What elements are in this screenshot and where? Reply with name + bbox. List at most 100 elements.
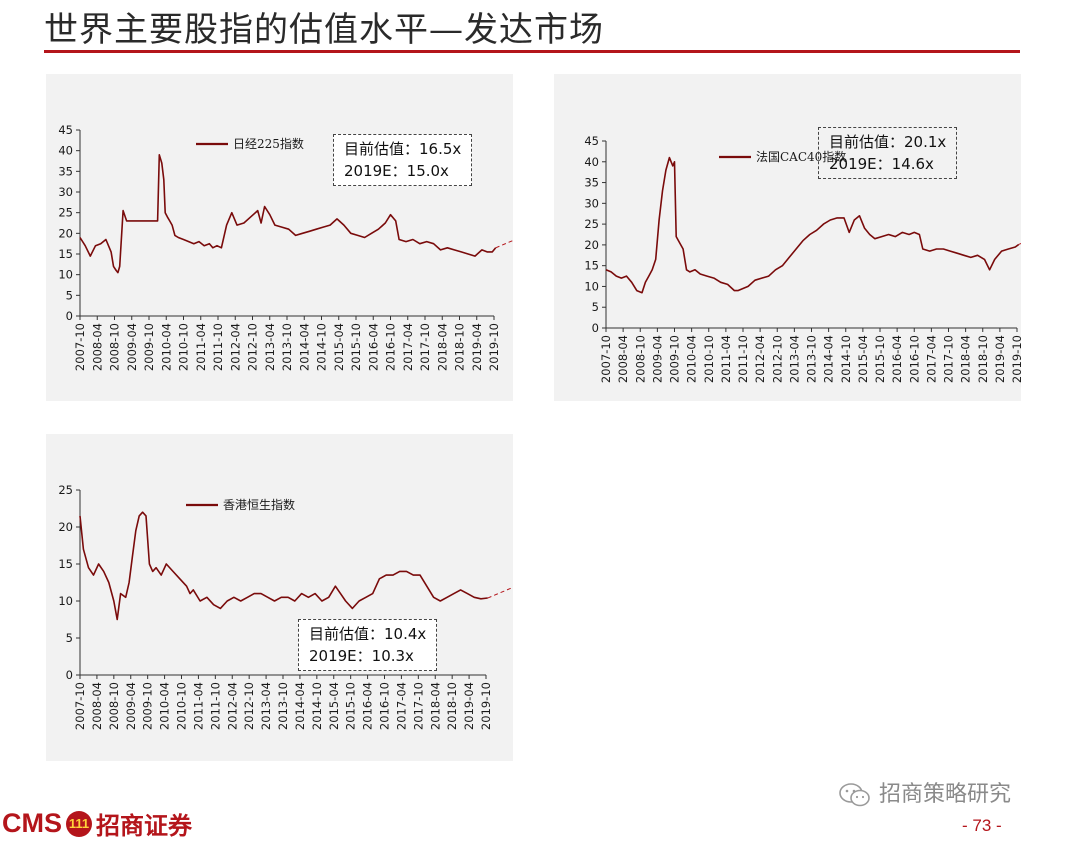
- hangseng-x-tick-label: 2011-04: [191, 682, 205, 730]
- cac40-y-tick-label: 25: [584, 217, 599, 231]
- nikkei-x-tick-label: 2007-10: [73, 323, 87, 371]
- nikkei-x-tick-label: 2019-10: [487, 323, 501, 371]
- nikkei-x-tick-label: 2016-10: [384, 323, 398, 371]
- cac40-legend-label: 法国CAC40指数: [756, 149, 846, 164]
- nikkei-x-tick-label: 2014-10: [315, 323, 329, 371]
- hangseng-x-tick-label: 2008-04: [90, 682, 104, 730]
- logo-cms-text: CMS: [2, 808, 62, 838]
- cac40-x-tick-label: 2012-10: [770, 335, 784, 383]
- cac40-y-tick-label: 20: [584, 238, 599, 252]
- cac40-2019e-valuation: 2019E：14.6x: [829, 155, 934, 173]
- cac40-x-tick-label: 2012-04: [753, 335, 767, 383]
- cac40-chart-panel: 0 5 10 15 20 25 30 35 40 45 2007-10 2008-04 2008-10 2…: [554, 74, 1021, 401]
- nikkei-x-tick-label: 2018-10: [453, 323, 467, 371]
- cac40-x-tick-label: 2016-10: [907, 335, 921, 383]
- hangseng-valuation-box: 目前估值：10.4x 2019E：10.3x: [298, 619, 438, 671]
- nikkei-y-tick-label: 45: [58, 123, 73, 137]
- nikkei-current-valuation: 目前估值：16.5x: [344, 140, 462, 158]
- cac40-x-tick-label: 2010-10: [702, 335, 716, 383]
- nikkei-x-tick-label: 2015-10: [349, 323, 363, 371]
- cac40-x-tick-label: 2009-10: [668, 335, 682, 383]
- hangseng-x-tick-label: 2019-10: [479, 682, 493, 730]
- hangseng-x-tick-label: 2018-10: [445, 682, 459, 730]
- wechat-account-name: 招商策略研究: [879, 782, 1012, 807]
- hangseng-legend-label: 香港恒生指数: [223, 497, 295, 512]
- nikkei-x-tick-label: 2013-10: [280, 323, 294, 371]
- hangseng-x-tick-label: 2018-04: [428, 682, 442, 730]
- nikkei-x-tick-label: 2013-04: [263, 323, 277, 371]
- nikkei-x-tick-label: 2015-04: [332, 323, 346, 371]
- company-logo: CMS 111 招商证券: [2, 806, 192, 841]
- nikkei-x-tick-label: 2009-04: [125, 323, 139, 371]
- cac40-x-tick-label: 2017-04: [924, 335, 938, 383]
- hangseng-y-tick-label: 20: [58, 520, 73, 534]
- hangseng-y-tick-label: 10: [58, 594, 73, 608]
- cac40-current-valuation: 目前估值：20.1x: [829, 133, 947, 151]
- hangseng-series-line: [79, 511, 488, 621]
- nikkei-x-tick-label: 2016-04: [366, 323, 380, 371]
- nikkei-y-tick-label: 25: [58, 206, 73, 220]
- nikkei-valuation-box: 目前估值：16.5x 2019E：15.0x: [333, 134, 473, 186]
- cac40-y-tick-label: 10: [584, 279, 599, 293]
- cac40-x-tick-label: 2015-04: [856, 335, 870, 383]
- hangseng-x-tick-label: 2011-10: [208, 682, 222, 730]
- cac40-forecast-line: [1018, 242, 1021, 245]
- nikkei-x-tick-label: 2012-10: [246, 323, 260, 371]
- hangseng-x-tick-label: 2009-04: [124, 682, 138, 730]
- hangseng-x-tick-label: 2015-04: [327, 682, 341, 730]
- hangseng-x-tick-label: 2008-10: [107, 682, 121, 730]
- cac40-x-tick-label: 2019-10: [1010, 335, 1021, 383]
- nikkei-y-tick-label: 20: [58, 226, 73, 240]
- hangseng-x-tick-label: 2007-10: [73, 682, 87, 730]
- nikkei-y-tick-label: 10: [58, 268, 73, 282]
- nikkei-y-tick-label: 30: [58, 185, 73, 199]
- wechat-watermark: 招商策略研究: [838, 776, 1011, 808]
- hangseng-current-valuation: 目前估值：10.4x: [309, 625, 427, 643]
- nikkei-x-tick-label: 2017-10: [418, 323, 432, 371]
- nikkei-x-tick-label: 2017-04: [401, 323, 415, 371]
- hangseng-2019e-valuation: 2019E：10.3x: [309, 647, 414, 665]
- nikkei-series-line: [79, 154, 497, 274]
- cac40-x-tick-label: 2013-04: [787, 335, 801, 383]
- cac40-x-tick-label: 2011-04: [719, 335, 733, 383]
- cac40-x-tick-label: 2015-10: [873, 335, 887, 383]
- nikkei-y-tick-label: 15: [58, 247, 73, 261]
- hangseng-x-tick-label: 2012-10: [242, 682, 256, 730]
- hangseng-x-tick-label: 2014-10: [310, 682, 324, 730]
- cac40-x-tick-label: 2009-04: [650, 335, 664, 383]
- cac40-x-tick-label: 2008-04: [616, 335, 630, 383]
- cac40-x-tick-label: 2016-04: [890, 335, 904, 383]
- hangseng-x-tick-label: 2016-04: [361, 682, 375, 730]
- nikkei-x-tick-label: 2008-04: [90, 323, 104, 371]
- cac40-y-tick-label: 30: [584, 196, 599, 210]
- hangseng-y-tick-label: 25: [58, 483, 73, 497]
- nikkei-x-tick-label: 2014-04: [297, 323, 311, 371]
- nikkei-y-tick-label: 5: [66, 288, 73, 302]
- nikkei-x-tick-label: 2010-04: [159, 323, 173, 371]
- cac40-x-tick-label: 2019-04: [993, 335, 1007, 383]
- hangseng-x-tick-label: 2017-10: [411, 682, 425, 730]
- nikkei-x-tick-label: 2019-04: [470, 323, 484, 371]
- nikkei-y-tick-label: 0: [66, 309, 73, 323]
- nikkei-x-tick-label: 2010-10: [177, 323, 191, 371]
- hangseng-x-tick-label: 2010-04: [158, 682, 172, 730]
- cac40-y-tick-label: 0: [592, 321, 599, 335]
- hangseng-x-tick-label: 2014-04: [293, 682, 307, 730]
- nikkei-x-tick-label: 2008-10: [108, 323, 122, 371]
- nikkei-x-tick-label: 2009-10: [142, 323, 156, 371]
- cac40-series-line: [605, 156, 1020, 294]
- hangseng-x-tick-label: 2019-04: [462, 682, 476, 730]
- cac40-y-tick-label: 45: [584, 134, 599, 148]
- cac40-x-tick-label: 2014-04: [822, 335, 836, 383]
- logo-company-name: 招商证券: [96, 811, 192, 840]
- cac40-x-tick-label: 2008-10: [633, 335, 647, 383]
- hangseng-x-tick-label: 2012-04: [225, 682, 239, 730]
- nikkei-x-tick-label: 2011-04: [194, 323, 208, 371]
- cac40-x-tick-label: 2011-10: [736, 335, 750, 383]
- wechat-icon: [839, 783, 870, 807]
- logo-badge-icon: 111: [66, 810, 92, 837]
- nikkei-forecast-line: [495, 239, 513, 249]
